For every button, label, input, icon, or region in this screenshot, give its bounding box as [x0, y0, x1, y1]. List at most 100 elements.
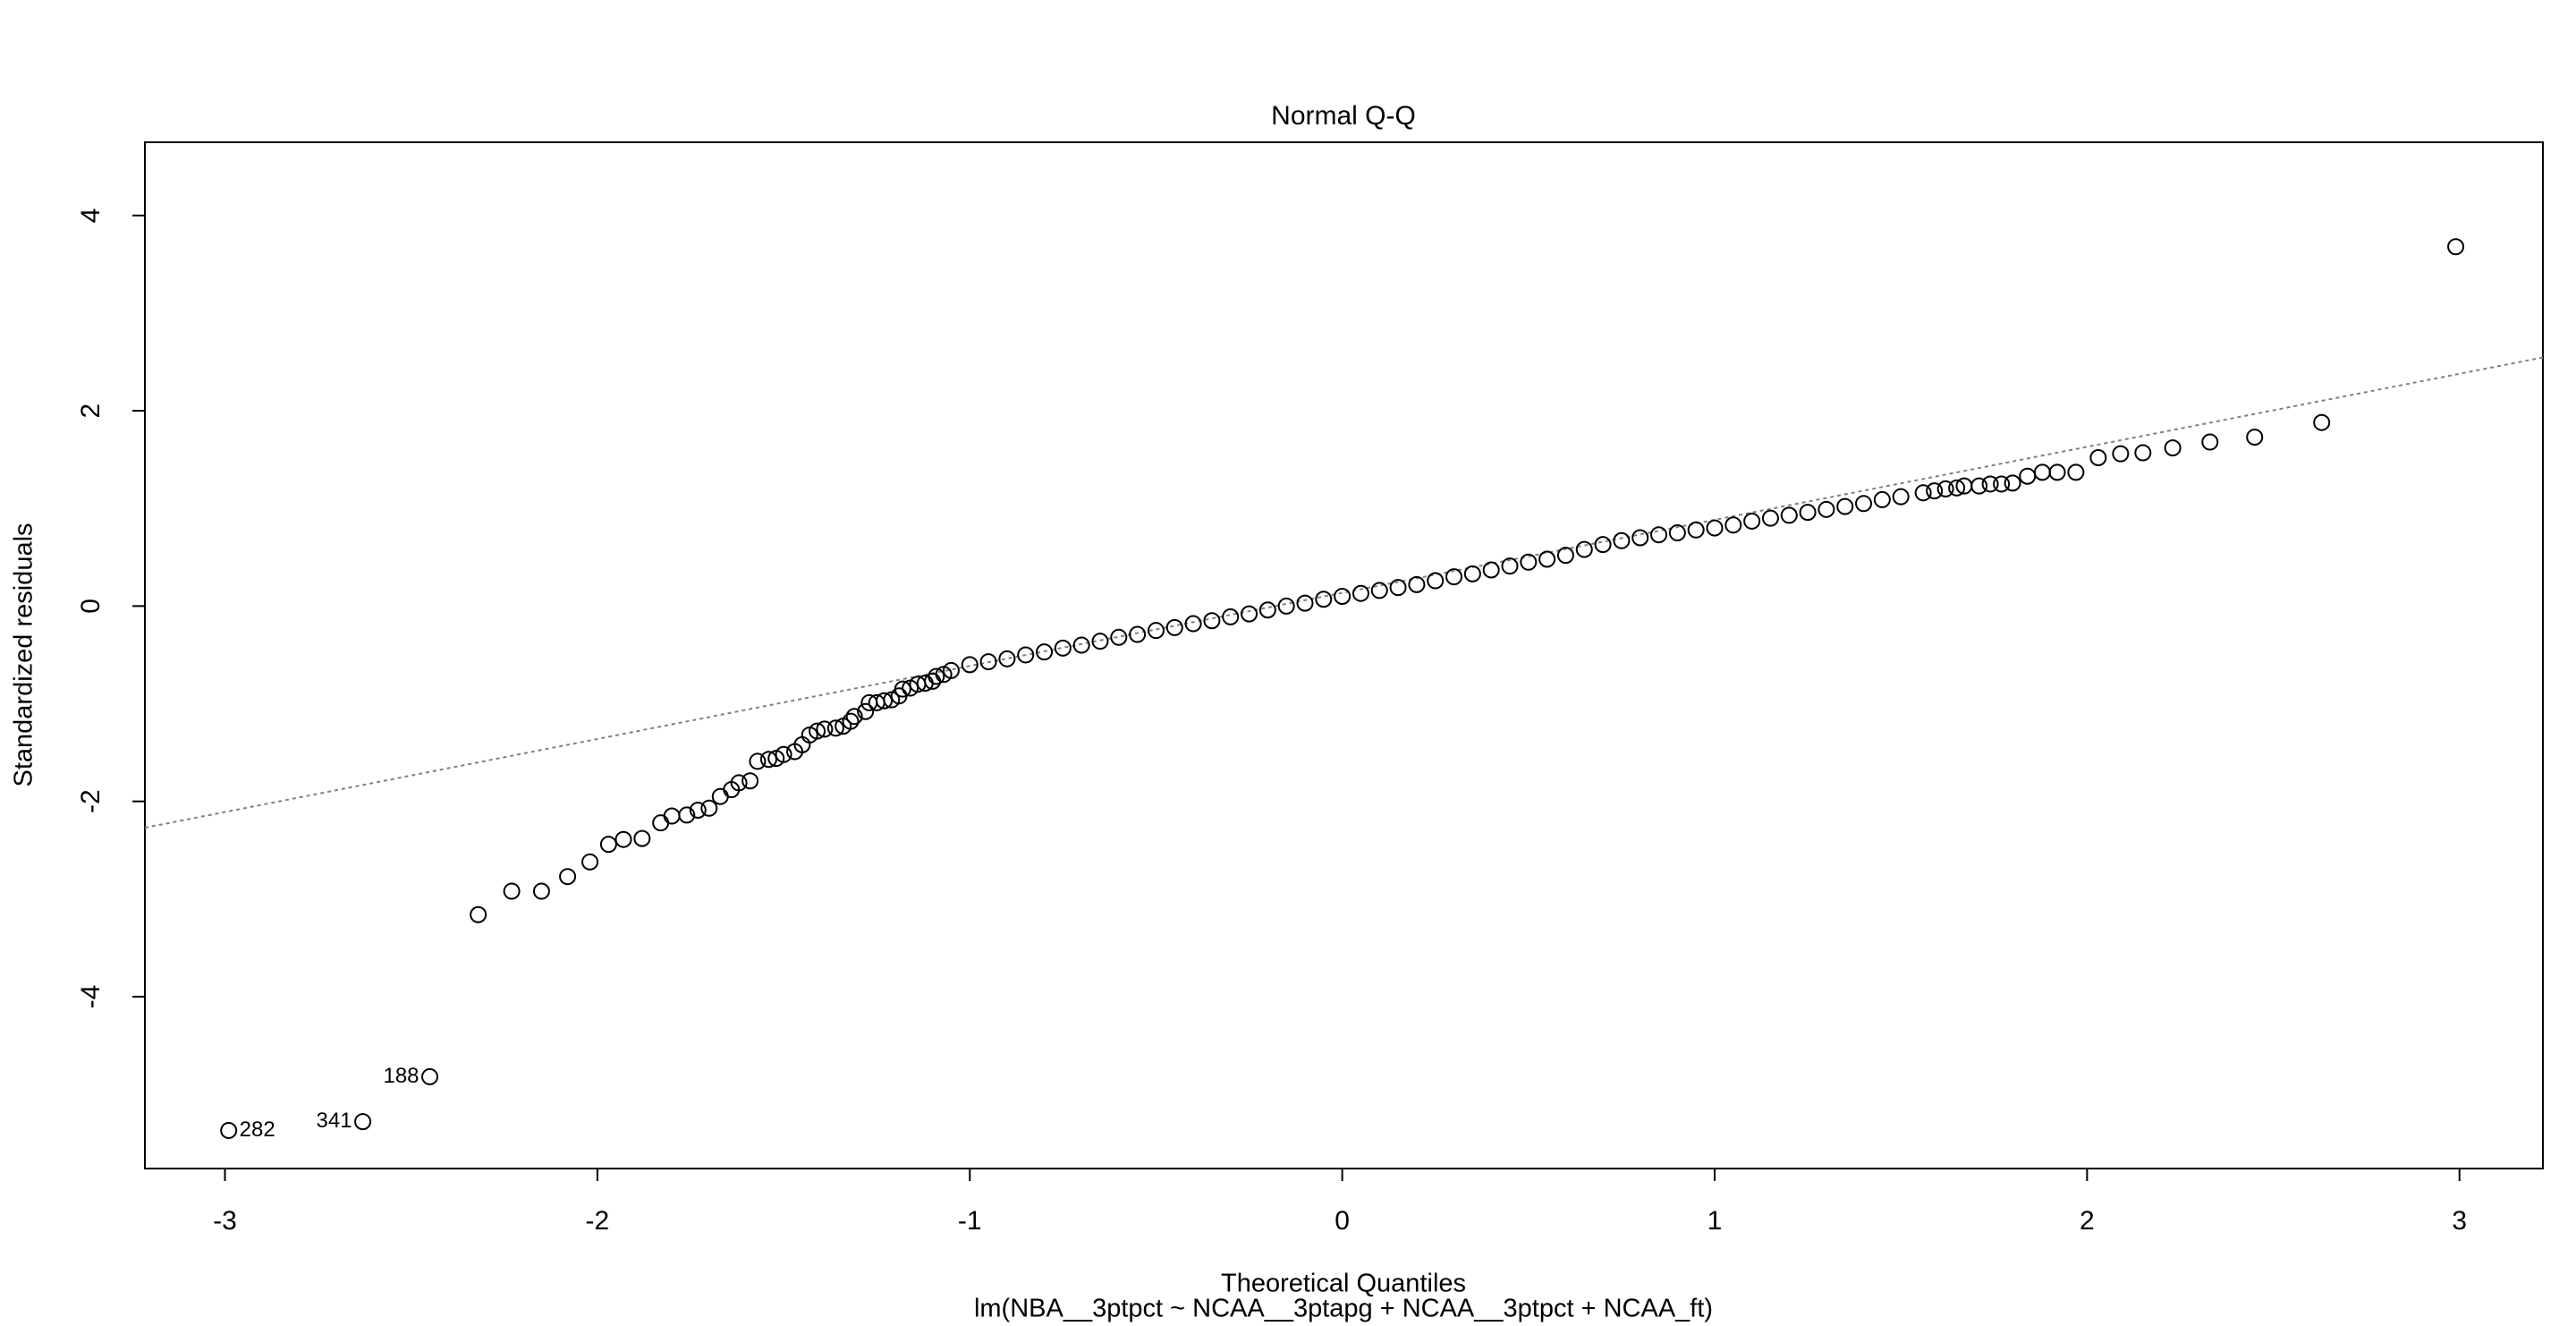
point: [1818, 500, 1835, 518]
point: [857, 702, 875, 720]
y-tick-label: -4: [76, 985, 106, 1009]
point: [2112, 445, 2130, 463]
point: [220, 1121, 238, 1139]
point: [875, 692, 893, 710]
point: [1836, 497, 1854, 515]
point: [809, 722, 826, 740]
point: [1855, 495, 1873, 513]
x-tick-label: 2: [2080, 1206, 2095, 1236]
point: [1556, 547, 1574, 565]
point: [1370, 582, 1388, 599]
point: [1241, 605, 1258, 623]
point: [928, 667, 945, 685]
point: [1110, 628, 1128, 646]
point: [2246, 429, 2264, 446]
point: [1926, 482, 1944, 500]
y-tick-label: 2: [76, 404, 106, 419]
point: [1129, 625, 1147, 643]
point: [689, 801, 707, 819]
point: [1389, 579, 1407, 597]
point: [1203, 612, 1221, 630]
point: [614, 830, 632, 848]
point: [1948, 479, 1966, 497]
point: [845, 708, 863, 726]
point: [503, 882, 521, 900]
point: [741, 772, 759, 790]
point: [775, 745, 792, 763]
point: [1036, 643, 1054, 661]
point: [2447, 238, 2465, 256]
point: [1873, 490, 1891, 508]
point: [2089, 449, 2107, 467]
point: [1463, 565, 1481, 582]
x-tick-label: -2: [586, 1206, 610, 1236]
point: [1575, 540, 1593, 558]
point: [1072, 636, 1090, 654]
point: [1650, 526, 1668, 544]
point-label: 341: [317, 1109, 352, 1133]
point: [1408, 575, 1426, 593]
point: [942, 661, 960, 679]
point: [1315, 591, 1333, 608]
y-axis-label: Standardized residuals: [10, 523, 38, 786]
point: [2004, 474, 2021, 492]
point: [759, 751, 777, 769]
point: [1743, 512, 1761, 530]
point: [1258, 601, 1276, 619]
point: [421, 1067, 439, 1085]
x-tick-label: -1: [958, 1206, 982, 1236]
point: [678, 806, 696, 824]
point: [2048, 463, 2066, 481]
point: [532, 882, 550, 900]
point: [979, 653, 997, 671]
point: [1427, 572, 1445, 590]
x-tick-label: 3: [2452, 1206, 2467, 1236]
point: [1892, 488, 1910, 506]
point: [1724, 516, 1742, 534]
point: [1054, 639, 1072, 657]
x-tick-label: -3: [213, 1206, 237, 1236]
point: [1222, 608, 1240, 625]
point: [1631, 529, 1649, 547]
chart-title: Normal Q-Q: [1271, 101, 1416, 131]
plot-frame: [144, 141, 2544, 1169]
point: [1482, 561, 1500, 579]
point: [581, 853, 599, 871]
point: [730, 774, 748, 792]
point: [1970, 477, 1988, 495]
x-tick-label: 1: [1707, 1206, 1723, 1236]
point: [354, 1113, 372, 1131]
point: [998, 650, 1016, 667]
point: [700, 799, 718, 817]
point: [826, 719, 844, 737]
y-tick-label: 4: [76, 208, 106, 224]
point: [559, 868, 577, 886]
y-tick-label: 0: [76, 599, 106, 614]
point: [599, 836, 617, 854]
x-tick-label: 0: [1335, 1206, 1350, 1236]
point: [961, 656, 979, 674]
point: [1761, 509, 1779, 527]
point: [2134, 444, 2152, 462]
point: [1277, 597, 1295, 615]
point: [1184, 615, 1202, 633]
point: [1799, 504, 1817, 522]
point: [2313, 413, 2331, 431]
point-label: 188: [383, 1064, 419, 1088]
point: [1147, 622, 1165, 640]
point: [1706, 519, 1724, 537]
point: [1538, 550, 1556, 568]
point: [1501, 557, 1519, 575]
subtitle: lm(NBA__3ptpct ~ NCAA__3ptapg + NCAA__3p…: [974, 1295, 1713, 1323]
point: [2067, 463, 2085, 481]
point: [894, 680, 911, 698]
point: [1668, 524, 1686, 542]
point-label: 282: [240, 1118, 275, 1142]
point: [1780, 506, 1798, 524]
point: [2164, 439, 2182, 457]
point: [1981, 475, 1999, 493]
point: [2201, 433, 2219, 451]
